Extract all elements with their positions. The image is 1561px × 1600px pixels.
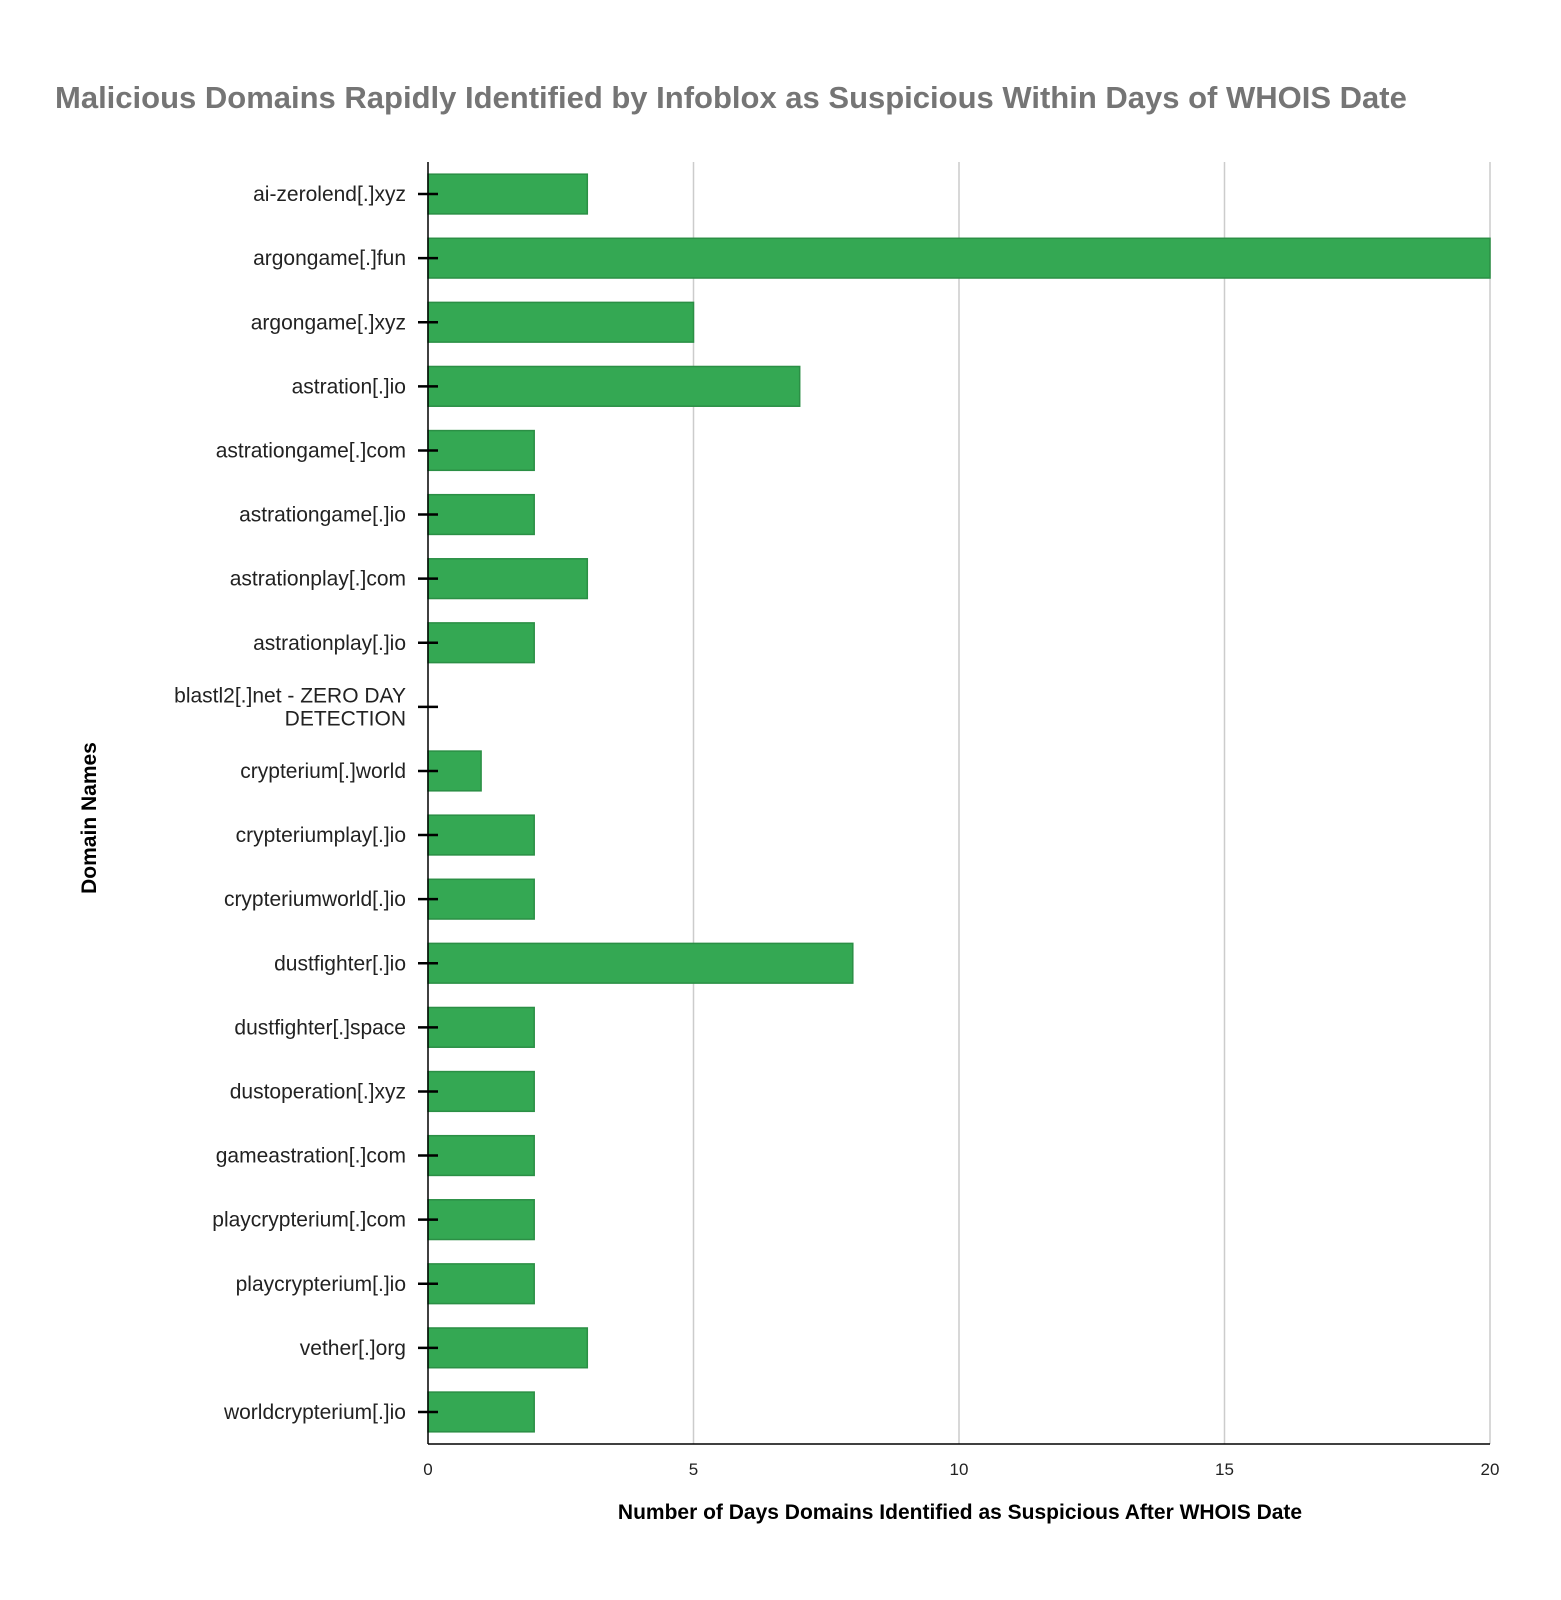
category-label-10: crypteriumplay[.]io — [236, 824, 406, 847]
category-label-14: dustoperation[.]xyz — [230, 1080, 406, 1103]
x-tick-label-1: 5 — [689, 1460, 698, 1479]
bar-7 — [427, 622, 535, 664]
x-axis-title: Number of Days Domains Identified as Sus… — [618, 1501, 1302, 1524]
bar-18 — [427, 1327, 589, 1369]
category-label-8-line-0: blastl2[.]net - ZERO DAY — [174, 684, 406, 707]
bar-3 — [427, 365, 801, 407]
category-label-2: argongame[.]xyz — [251, 311, 406, 334]
category-label-13: dustfighter[.]space — [234, 1016, 406, 1039]
category-label-1: argongame[.]fun — [253, 247, 406, 270]
category-label-16: playcrypterium[.]com — [212, 1209, 406, 1232]
bar-17 — [427, 1263, 535, 1305]
category-label-5: astrationgame[.]io — [239, 504, 406, 527]
category-labels: ai-zerolend[.]xyz argongame[.]fun argongam… — [174, 183, 406, 1424]
category-label-19: worldcrypterium[.]io — [223, 1401, 406, 1424]
bar-6 — [427, 558, 589, 600]
category-label-15: gameastration[.]com — [216, 1145, 406, 1168]
category-label-4: astrationgame[.]com — [216, 439, 406, 462]
gridlines — [692, 162, 1491, 1444]
category-label-6: astrationplay[.]com — [230, 568, 406, 591]
category-label-9: crypterium[.]world — [240, 760, 406, 783]
bar-19 — [427, 1391, 535, 1433]
category-label-17: playcrypterium[.]io — [236, 1273, 406, 1296]
category-label-3: astration[.]io — [292, 375, 406, 398]
bar-14 — [427, 1070, 535, 1113]
category-label-7: astrationplay[.]io — [253, 632, 406, 655]
bar-1 — [427, 237, 1491, 279]
bar-16 — [427, 1199, 535, 1241]
bar-2 — [427, 301, 695, 343]
bar-13 — [427, 1006, 535, 1048]
category-label-18: vether[.]org — [300, 1337, 406, 1360]
x-tick-label-2: 10 — [950, 1460, 969, 1479]
x-tick-label-3: 15 — [1215, 1460, 1234, 1479]
x-tick-labels: 0 5 10 15 20 — [423, 1460, 1499, 1479]
category-label-0: ai-zerolend[.]xyz — [253, 183, 406, 206]
bar-15 — [427, 1134, 535, 1177]
x-tick-label-0: 0 — [423, 1460, 432, 1479]
category-label-11: crypteriumworld[.]io — [224, 888, 406, 911]
y-axis-title: Domain Names — [78, 742, 101, 894]
chart-title: Malicious Domains Rapidly Identified by … — [55, 80, 1407, 115]
bar-11 — [427, 878, 535, 920]
x-tick-label-4: 20 — [1481, 1460, 1500, 1479]
bar-4 — [427, 429, 535, 472]
bar-12 — [427, 942, 854, 984]
category-label-8-line-1: DETECTION — [285, 707, 406, 730]
bars — [427, 173, 1491, 1433]
category-label-12: dustfighter[.]io — [274, 952, 406, 975]
bar-10 — [427, 814, 535, 856]
axes — [418, 162, 1490, 1445]
bar-0 — [427, 173, 589, 215]
bar-5 — [427, 493, 535, 536]
